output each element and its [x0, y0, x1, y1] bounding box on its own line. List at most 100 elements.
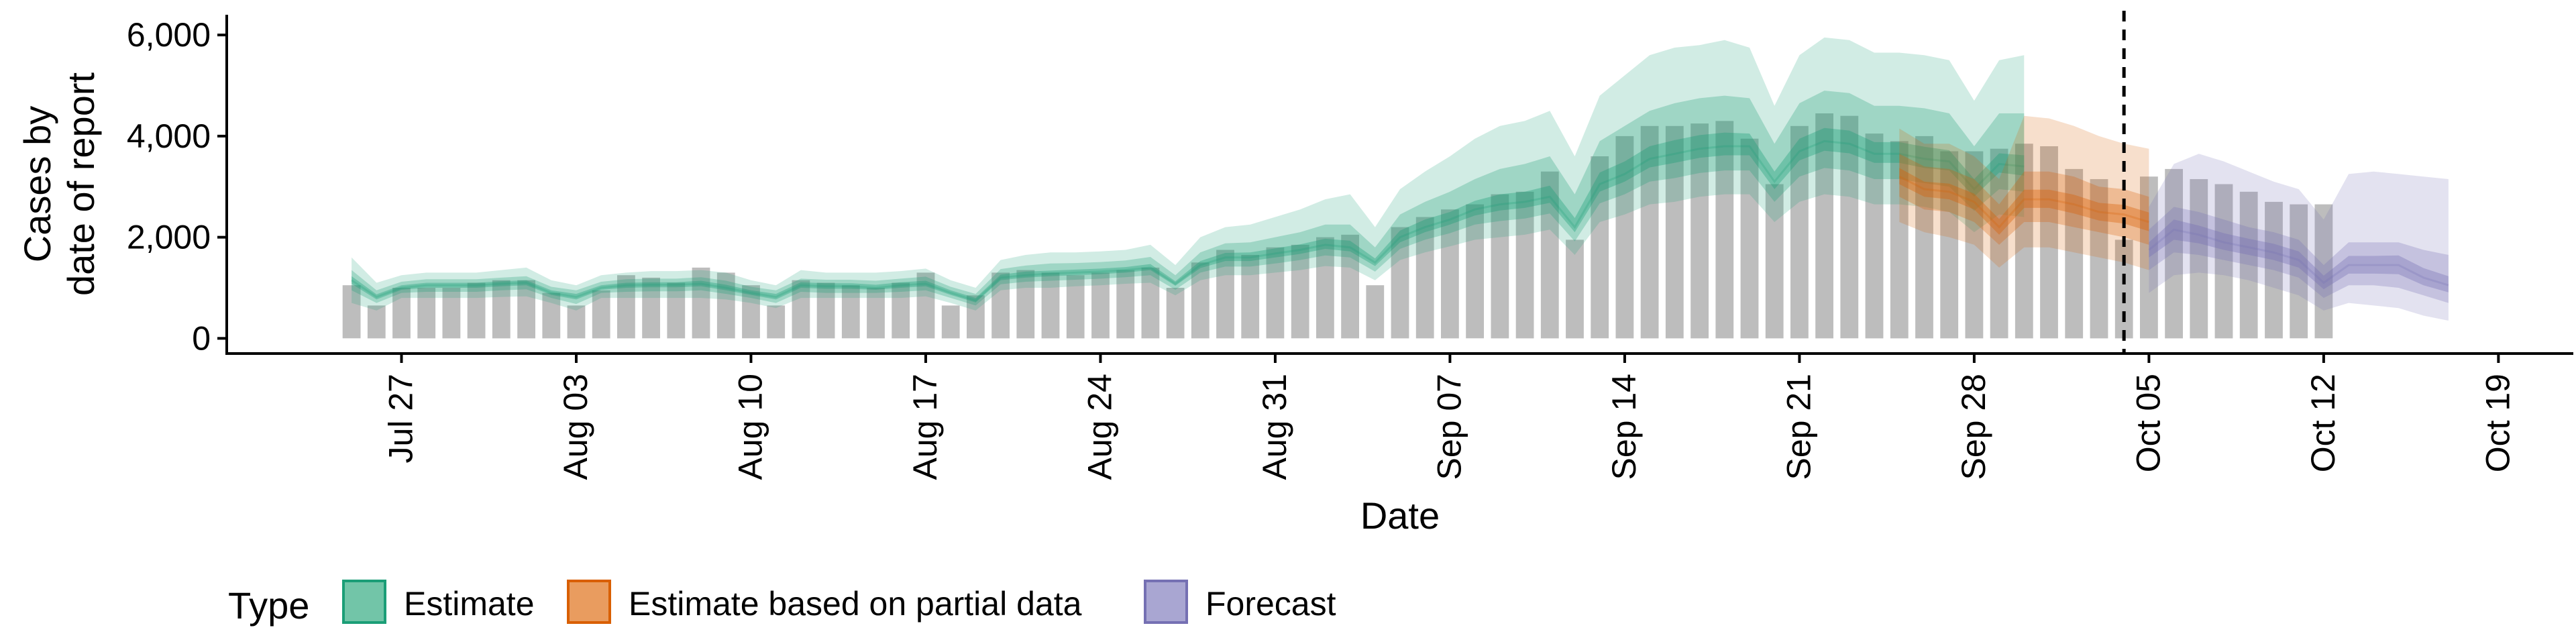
- case-bar: [592, 290, 610, 339]
- case-bar: [2040, 146, 2058, 339]
- legend-key-forecast: [1144, 580, 1188, 624]
- case-bar: [1066, 275, 1085, 339]
- case-bar: [1291, 244, 1309, 339]
- ribbon-20-band: [352, 127, 2025, 303]
- y-tick-label: 2,000: [127, 219, 211, 256]
- case-bar: [2314, 204, 2333, 339]
- case-bar: [816, 282, 835, 339]
- case-bar: [2239, 191, 2258, 339]
- median-line: [351, 140, 2025, 302]
- case-bar: [716, 272, 735, 339]
- x-axis-title: Date: [1360, 494, 1440, 537]
- series-0: [351, 37, 2025, 311]
- case-bar: [2265, 201, 2283, 339]
- case-bar: [1815, 113, 1833, 339]
- case-bar: [967, 295, 985, 339]
- case-bar: [342, 285, 361, 339]
- legend-title: Type: [228, 584, 309, 627]
- case-bar: [1715, 121, 1734, 339]
- case-bar: [1765, 184, 1784, 339]
- case-bar: [1890, 141, 1909, 339]
- case-bar: [2090, 179, 2108, 339]
- case-bar: [1241, 255, 1260, 339]
- case-bar: [1591, 156, 1609, 339]
- case-bar: [1540, 171, 1559, 339]
- x-tick-label: Sep 07: [1430, 374, 1468, 480]
- series-2: [2148, 154, 2449, 321]
- case-bar: [1840, 115, 1859, 339]
- case-bar: [1690, 123, 1709, 339]
- case-bar: [1141, 267, 1160, 339]
- case-bar: [1415, 217, 1434, 339]
- case-bar: [1466, 204, 1484, 339]
- x-tick-label: Oct 12: [2304, 374, 2342, 472]
- case-bar: [1915, 136, 1933, 339]
- case-bar: [1091, 272, 1110, 339]
- case-bar: [1366, 285, 1385, 339]
- legend-item-partial: Estimate based on partial data: [567, 580, 1082, 624]
- case-bar: [1740, 138, 1759, 339]
- y-axis-title-line-2: date of report: [60, 72, 102, 297]
- case-bar: [692, 267, 710, 339]
- x-tick-label: Oct 19: [2479, 374, 2516, 472]
- x-tick-label: Aug 10: [731, 374, 769, 480]
- case-bar: [742, 285, 760, 339]
- case-bar: [367, 305, 386, 339]
- case-bar: [542, 292, 561, 339]
- case-bar: [1940, 151, 1959, 339]
- case-bar: [1041, 272, 1060, 339]
- x-tick-label: Sep 28: [1955, 374, 1992, 480]
- case-bar: [2065, 168, 2084, 339]
- y-axis: 0 2,000 4,000 6,000: [127, 16, 227, 357]
- case-bar: [767, 305, 786, 339]
- estimate-ribbons: [351, 37, 2449, 321]
- case-bar: [492, 280, 511, 339]
- case-bar: [867, 288, 885, 339]
- case-bar: [667, 282, 686, 339]
- x-tick-label: Aug 17: [906, 374, 944, 480]
- reported-cases-bars: [342, 113, 2333, 339]
- case-bar: [841, 285, 860, 339]
- case-bar: [2140, 176, 2158, 339]
- x-tick-label: Aug 03: [557, 374, 594, 480]
- case-bar: [1016, 270, 1035, 339]
- case-bar: [1216, 250, 1234, 339]
- median-line: [1898, 175, 2149, 229]
- case-bar: [1865, 133, 1884, 339]
- case-bar: [916, 272, 935, 339]
- legend-label-estimate: Estimate: [404, 585, 535, 623]
- case-bar: [567, 305, 586, 339]
- x-tick-label: Jul 27: [382, 374, 419, 463]
- case-bar: [2015, 144, 2033, 339]
- case-bar: [642, 277, 660, 339]
- ribbon-90-band: [2149, 154, 2449, 321]
- case-bar: [991, 272, 1010, 339]
- case-bar: [1640, 125, 1659, 339]
- case-bar: [792, 280, 810, 339]
- ribbon-90-band: [352, 37, 2025, 311]
- y-tick-label: 0: [192, 319, 211, 357]
- ribbon-50-band: [1899, 154, 2149, 245]
- case-bar: [1316, 237, 1334, 339]
- legend: Type Estimate Estimate based on partial …: [228, 580, 1336, 627]
- case-bar: [2214, 184, 2233, 339]
- legend-key-estimate: [342, 580, 386, 624]
- case-bar: [417, 288, 436, 339]
- x-tick-label: Aug 31: [1256, 374, 1293, 480]
- case-bar: [1116, 270, 1135, 339]
- case-bar: [1266, 247, 1285, 339]
- case-bar: [1790, 125, 1809, 339]
- case-bar: [392, 288, 411, 339]
- case-bar: [892, 282, 910, 339]
- median-line: [2148, 228, 2449, 286]
- y-tick-label: 6,000: [127, 16, 211, 54]
- case-bar: [467, 282, 486, 339]
- case-bar: [1615, 136, 1634, 339]
- x-axis: Jul 27 Aug 03 Aug 10 Aug 17 Aug 24 Aug 31 Sep …: [382, 354, 2516, 480]
- y-axis-title-line-1: Cases by: [16, 106, 58, 262]
- case-bar: [1990, 148, 2008, 339]
- legend-item-forecast: Forecast: [1144, 580, 1336, 624]
- ribbon-20-band: [1899, 168, 2149, 235]
- ribbon-90-band: [1899, 115, 2149, 270]
